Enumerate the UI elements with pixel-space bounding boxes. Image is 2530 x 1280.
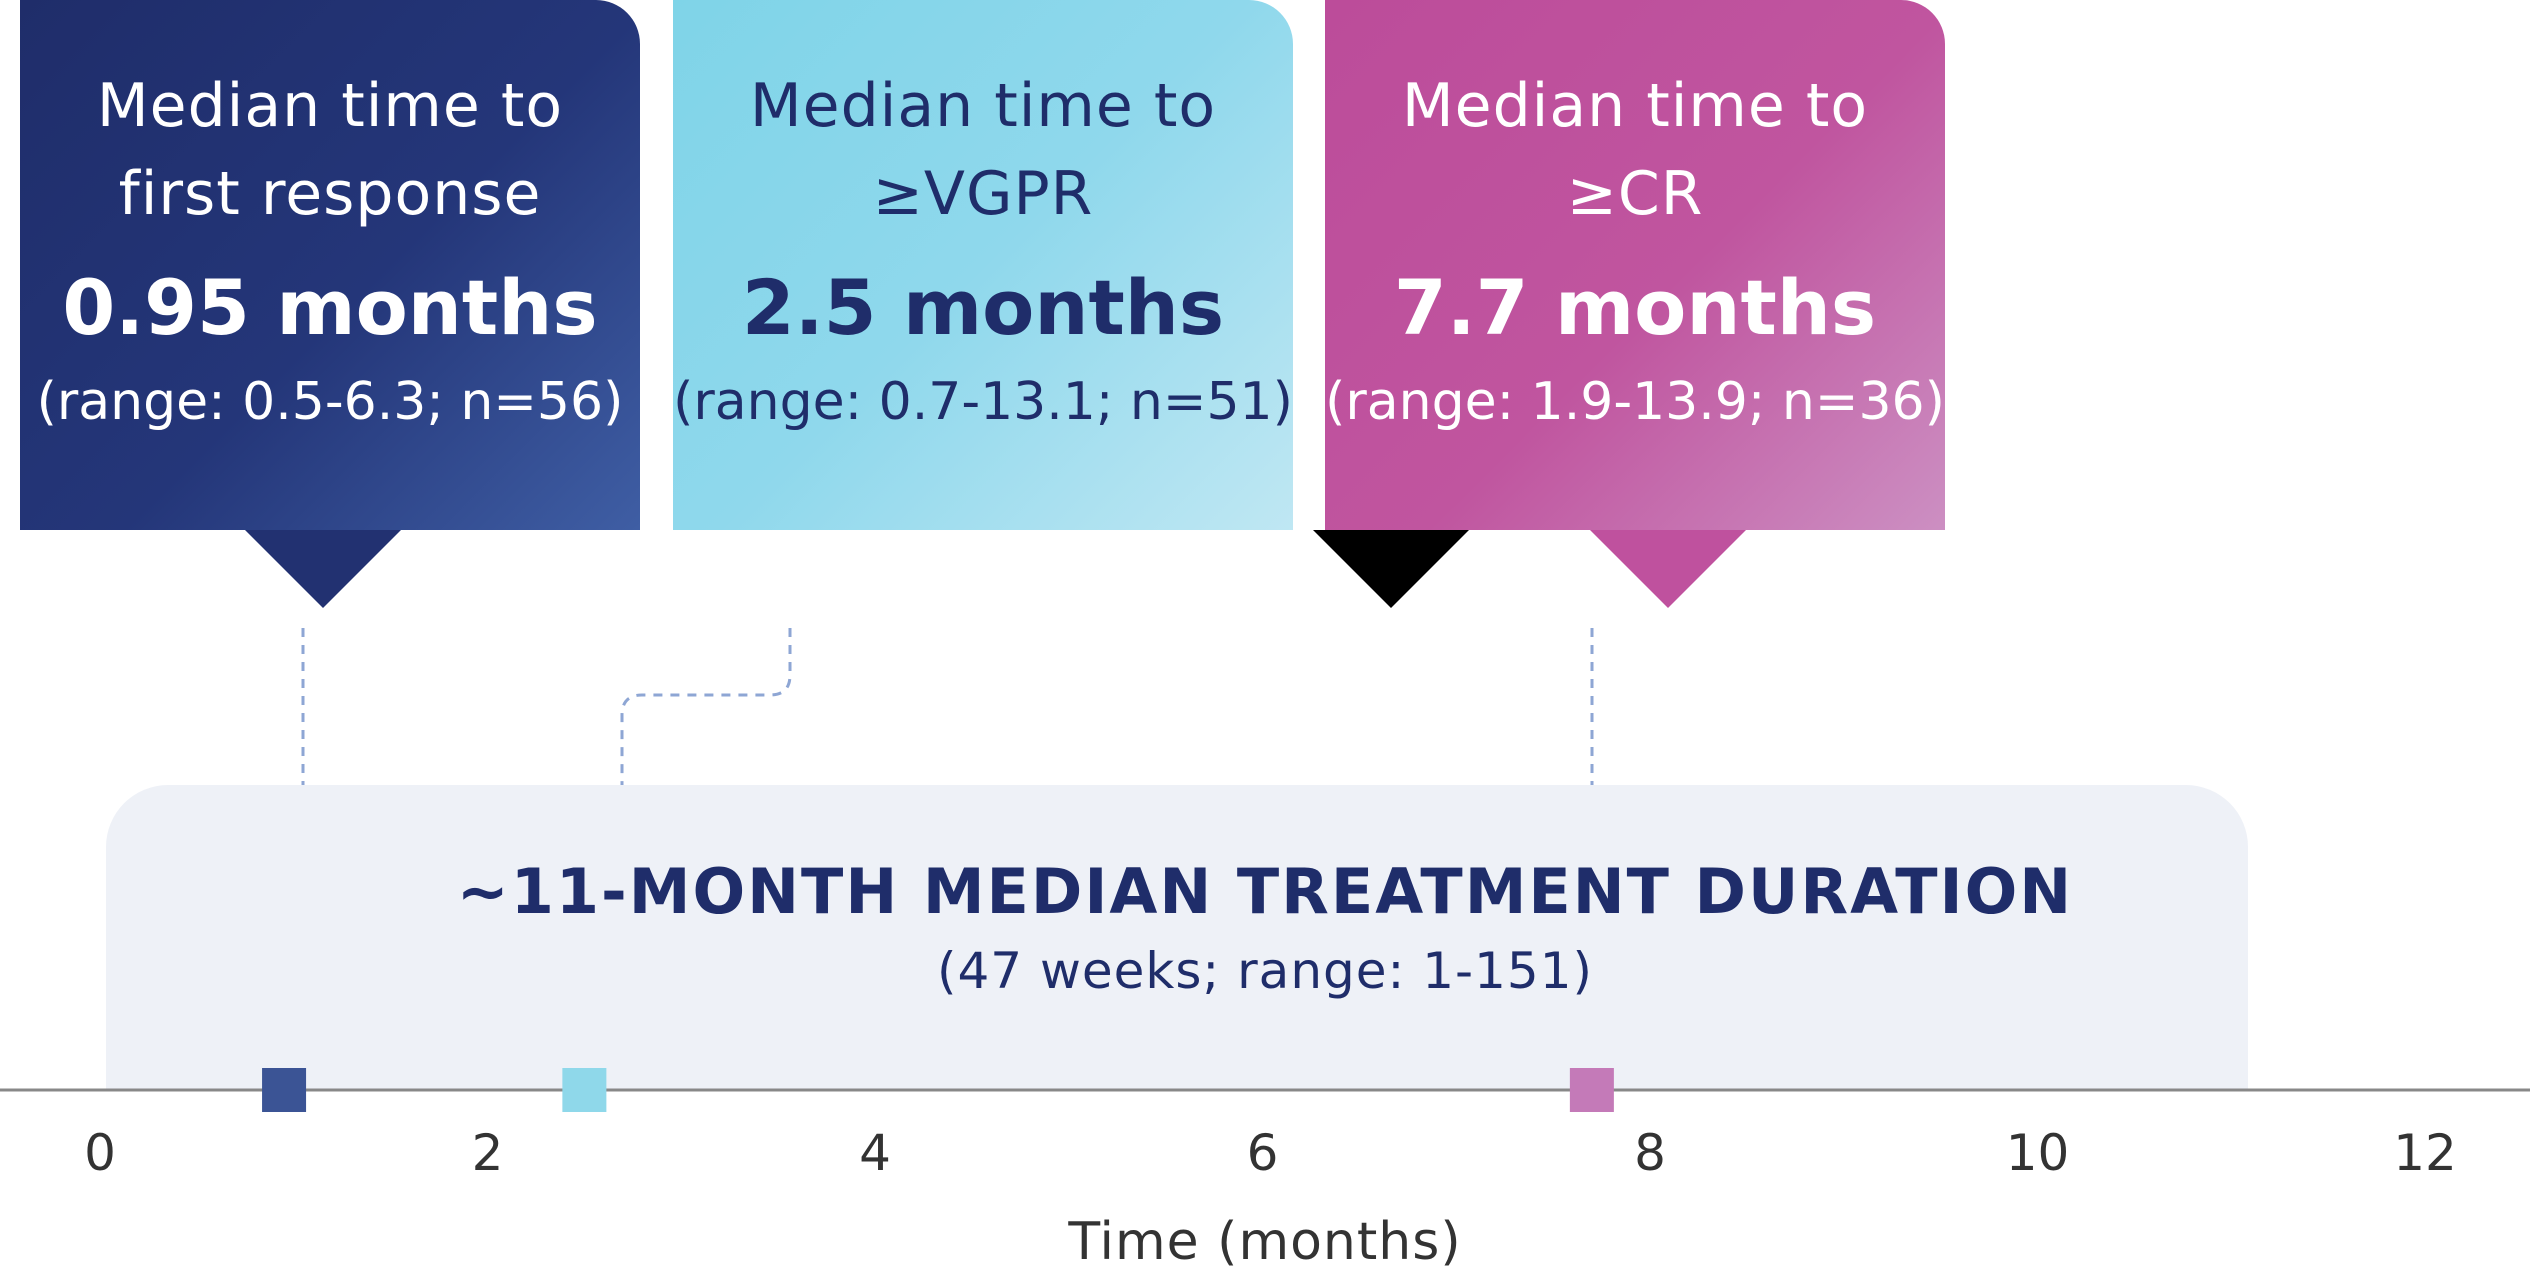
x-axis-ticks: 0 2 4 6 8 10 12 bbox=[84, 1124, 2457, 1182]
callout-first-range: (range: 0.5-6.3; n=56) bbox=[36, 372, 624, 432]
x-tick-label: 12 bbox=[2393, 1124, 2457, 1182]
x-tick-label: 4 bbox=[859, 1124, 891, 1182]
callout-cr-pointer bbox=[1590, 530, 1746, 608]
callout-vgpr-pointer bbox=[1313, 530, 1469, 608]
callout-first-pointer bbox=[245, 530, 401, 608]
callout-cr-value: 7.7 months bbox=[1393, 263, 1877, 352]
x-tick-label: 2 bbox=[472, 1124, 504, 1182]
callout-vgpr-value: 2.5 months bbox=[741, 263, 1225, 352]
x-tick-label: 10 bbox=[2006, 1124, 2070, 1182]
callout-cr: Median time to ≥CR 7.7 months (range: 1.… bbox=[1325, 0, 1945, 608]
marker-vgpr bbox=[562, 1068, 607, 1112]
connector-vgpr bbox=[620, 628, 792, 785]
callout-first-value: 0.95 months bbox=[62, 263, 598, 352]
x-axis-title: Time (months) bbox=[1068, 1212, 1462, 1272]
x-tick-label: 0 bbox=[84, 1124, 116, 1182]
callout-cr-title: Median time to ≥CR bbox=[1401, 71, 1869, 229]
marker-group bbox=[262, 1068, 1614, 1112]
callout-cr-range: (range: 1.9-13.9; n=36) bbox=[1325, 372, 1945, 432]
marker-cr bbox=[1569, 1068, 1614, 1112]
x-tick-label: 8 bbox=[1634, 1124, 1666, 1182]
callout-vgpr-title: Median time to ≥VGPR bbox=[749, 71, 1217, 229]
treatment-duration-title: ~11-MONTH MEDIAN TREATMENT DURATION bbox=[456, 855, 2074, 928]
callout-first-title: Median time to first response bbox=[96, 71, 564, 229]
callout-vgpr-range: (range: 0.7-13.1; n=51) bbox=[673, 372, 1293, 432]
callout-first-response: Median time to first response 0.95 month… bbox=[20, 0, 640, 608]
treatment-duration-band bbox=[106, 785, 2248, 1090]
callout-vgpr: Median time to ≥VGPR 2.5 months (range: … bbox=[673, 0, 1469, 608]
marker-first bbox=[262, 1068, 307, 1112]
treatment-duration-subtitle: (47 weeks; range: 1-151) bbox=[936, 942, 1594, 1000]
x-tick-label: 6 bbox=[1247, 1124, 1279, 1182]
